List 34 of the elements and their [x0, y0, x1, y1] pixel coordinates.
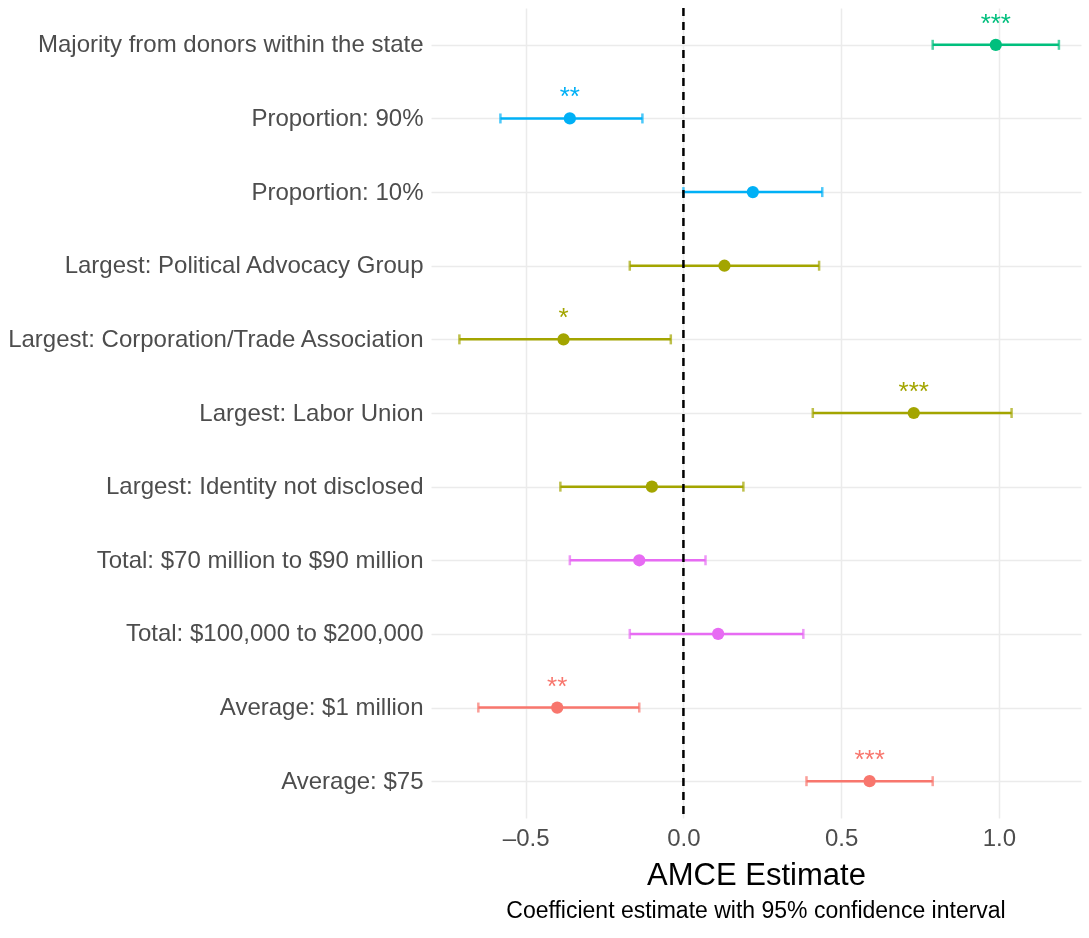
point: [863, 775, 876, 788]
point: [633, 554, 646, 567]
y-tick-label: Average: $1 million: [219, 693, 424, 721]
annotation: **: [547, 670, 568, 701]
y-tick-label: Largest: Identity not disclosed: [105, 472, 424, 500]
annotation: ***: [898, 376, 929, 406]
x-tick-label: –0.5: [502, 823, 550, 851]
point: [563, 112, 576, 125]
x-tick-label: 0.5: [825, 823, 859, 851]
y-tick-label: Proportion: 90%: [251, 103, 424, 131]
x-tick-label: 1.0: [982, 823, 1017, 851]
y-tick-label: Average: $75: [281, 766, 424, 794]
point: [551, 701, 564, 714]
annotation: *: [558, 302, 569, 333]
y-tick-label: Total: $100,000 to $200,000: [125, 619, 424, 647]
point: [907, 406, 920, 420]
point: [645, 480, 658, 493]
point: [712, 627, 725, 641]
point: [746, 185, 759, 199]
x-axis-title: AMCE Estimate: [647, 856, 866, 892]
point: [557, 333, 570, 346]
y-tick-label: Proportion: 10%: [251, 177, 424, 205]
y-tick-label: Total: $70 million to $90 million: [96, 545, 424, 573]
y-tick-label: Largest: Political Advocacy Group: [64, 251, 424, 279]
annotation: ***: [980, 7, 1011, 38]
y-tick-label: Majority from donors within the state: [38, 30, 424, 58]
annotation: ***: [854, 744, 885, 775]
y-tick-label: Largest: Corporation/Trade Association: [8, 324, 424, 352]
point: [989, 38, 1002, 51]
x-tick-label: 0.0: [667, 823, 701, 851]
annotation: **: [559, 81, 580, 112]
y-tick-label: Largest: Labor Union: [199, 398, 424, 426]
text: Coefficient estimate with 95% confidence interval: [506, 897, 1006, 923]
point: [718, 259, 731, 272]
